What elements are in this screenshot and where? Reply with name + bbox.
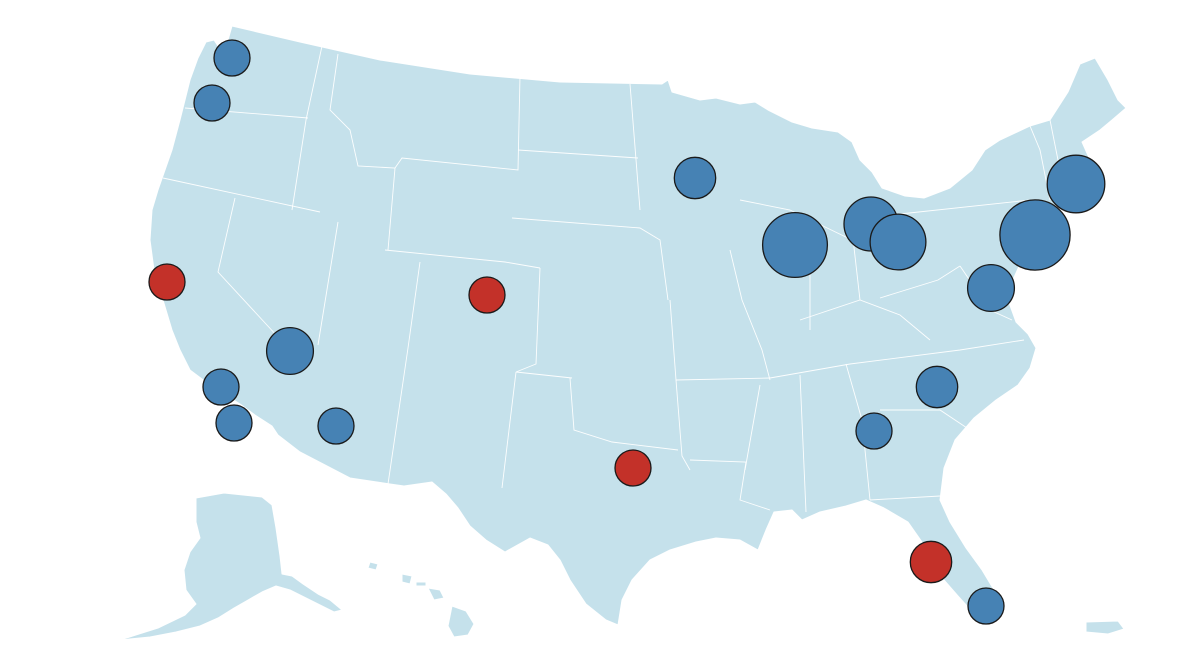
city-marker-10[interactable]: [614, 449, 652, 487]
city-marker-7[interactable]: [317, 407, 355, 445]
city-marker-19[interactable]: [909, 540, 953, 584]
state-borders: [162, 45, 1067, 513]
city-marker-8[interactable]: [468, 276, 506, 314]
hawaii-island-molokai: [415, 581, 427, 587]
hawaii-island-big: [447, 605, 475, 638]
city-marker-14[interactable]: [966, 263, 1016, 313]
city-marker-18[interactable]: [1046, 154, 1106, 214]
city-marker-20[interactable]: [967, 587, 1005, 625]
contiguous-us-landmass: [149, 25, 1127, 626]
hawaii-island-oahu: [401, 573, 413, 585]
city-marker-17[interactable]: [999, 199, 1071, 271]
hawaii-island-kauai: [367, 561, 379, 571]
city-marker-1[interactable]: [213, 39, 251, 77]
city-marker-2[interactable]: [193, 84, 231, 122]
city-marker-4[interactable]: [265, 326, 315, 376]
city-marker-5[interactable]: [202, 368, 240, 406]
city-marker-9[interactable]: [673, 156, 717, 200]
city-marker-13[interactable]: [869, 213, 927, 271]
alaska-landmass: [119, 492, 343, 641]
city-marker-11[interactable]: [761, 211, 829, 279]
city-marker-3[interactable]: [148, 263, 186, 301]
puerto-rico-landmass: [1085, 620, 1125, 635]
markers-layer: [148, 39, 1106, 625]
city-marker-16[interactable]: [855, 412, 893, 450]
city-marker-6[interactable]: [215, 404, 253, 442]
hawaii-island-maui: [427, 587, 445, 601]
city-marker-15[interactable]: [915, 365, 959, 409]
